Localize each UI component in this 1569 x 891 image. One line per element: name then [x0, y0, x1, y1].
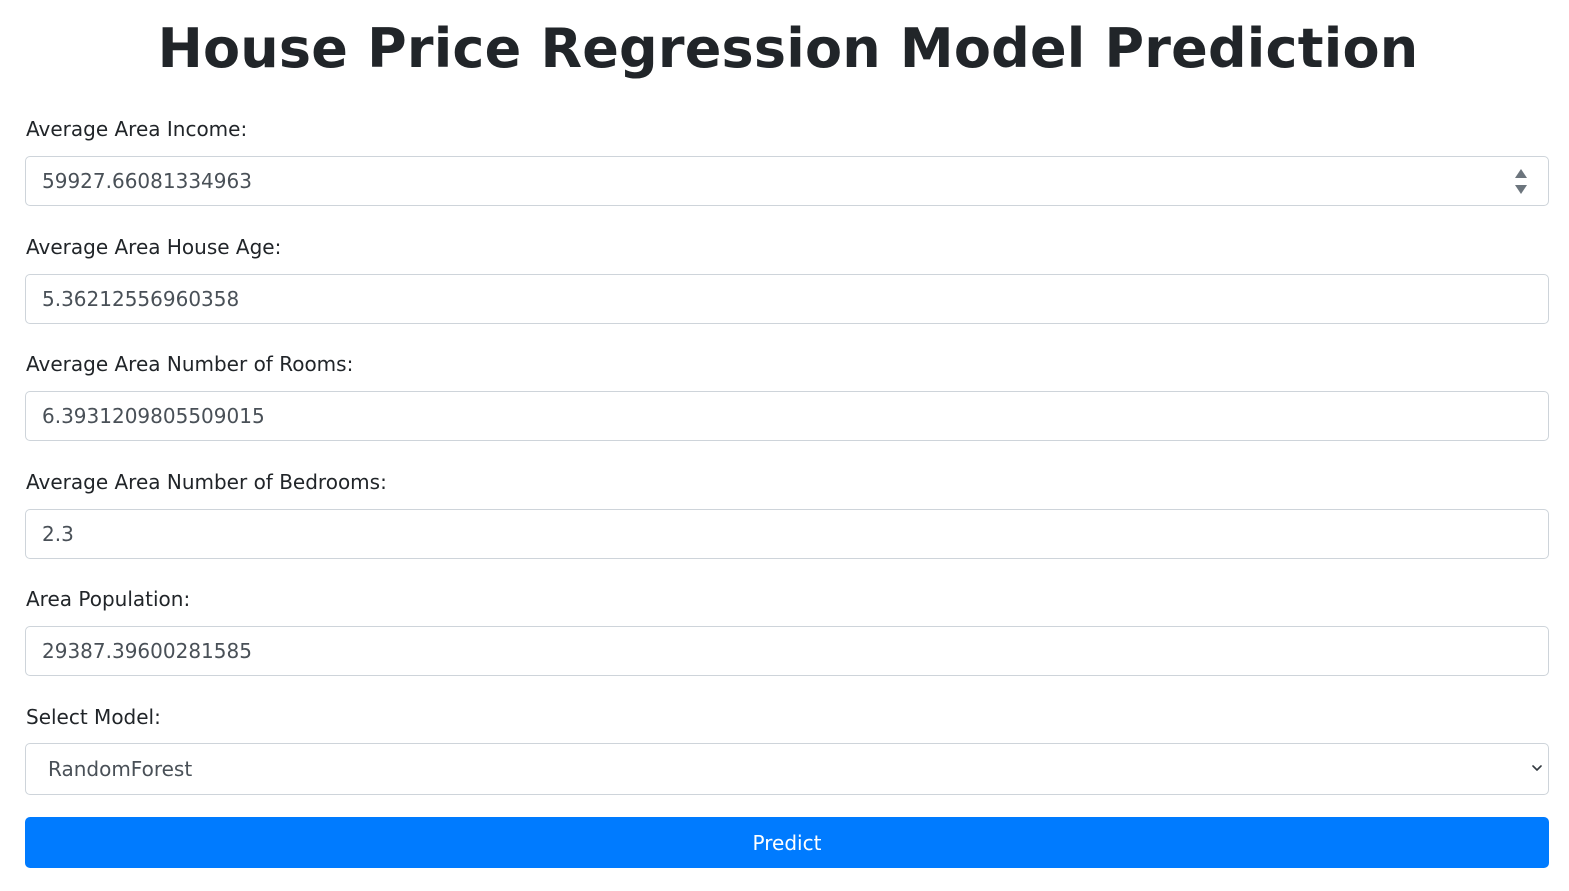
rooms-label: Average Area Number of Rooms:: [26, 352, 354, 376]
house-age-label: Average Area House Age:: [26, 235, 282, 259]
income-input[interactable]: 59927.66081334963: [25, 156, 1549, 206]
model-select-label: Select Model:: [26, 705, 161, 729]
income-value: 59927.66081334963: [42, 169, 252, 193]
predict-button[interactable]: Predict: [25, 817, 1549, 868]
bedrooms-input[interactable]: 2.3: [25, 509, 1549, 559]
model-select-value: RandomForest: [48, 757, 193, 781]
income-label: Average Area Income:: [26, 117, 248, 141]
bedrooms-value: 2.3: [42, 522, 74, 546]
bedrooms-label: Average Area Number of Bedrooms:: [26, 470, 387, 494]
spinner-up-icon[interactable]: [1515, 169, 1527, 178]
rooms-value: 6.3931209805509015: [42, 404, 265, 428]
number-spinner-icon[interactable]: [1514, 167, 1528, 197]
population-value: 29387.39600281585: [42, 639, 252, 663]
population-label: Area Population:: [26, 587, 191, 611]
page-title: House Price Regression Model Prediction: [157, 17, 1419, 80]
rooms-input[interactable]: 6.3931209805509015: [25, 391, 1549, 441]
population-input[interactable]: 29387.39600281585: [25, 626, 1549, 676]
spinner-down-icon[interactable]: [1515, 185, 1527, 194]
chevron-down-icon: [1532, 765, 1542, 771]
house-age-value: 5.36212556960358: [42, 287, 240, 311]
house-age-input[interactable]: 5.36212556960358: [25, 274, 1549, 324]
model-select[interactable]: RandomForest: [25, 743, 1549, 795]
